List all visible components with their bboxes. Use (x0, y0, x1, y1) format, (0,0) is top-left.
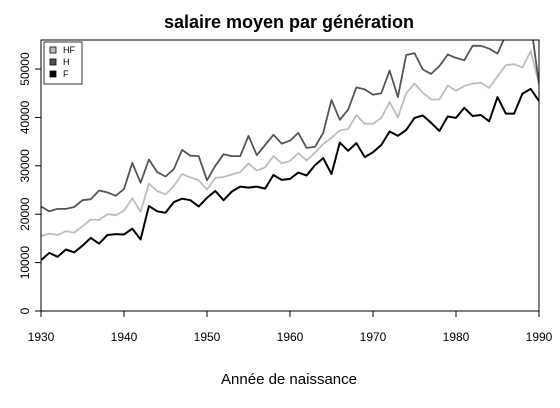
y-tick-label: 40000 (18, 100, 32, 134)
chart-title: salaire moyen par génération (164, 12, 414, 32)
series-line-h (41, 40, 539, 213)
y-tick-label: 30000 (18, 149, 32, 183)
x-tick-label: 1980 (443, 330, 470, 344)
x-tick-label: 1930 (28, 330, 55, 344)
legend-label-hf: HF (63, 45, 75, 55)
series-line-f (41, 87, 539, 261)
y-tick-label: 10000 (18, 246, 32, 280)
y-axis: 0 10000 20000 30000 40000 50000 (18, 52, 41, 314)
legend-swatch-hf (49, 46, 57, 54)
legend-label-h: H (63, 57, 70, 67)
y-tick-label: 50000 (18, 52, 32, 86)
x-tick-label: 1990 (526, 330, 553, 344)
series-layer (41, 40, 539, 261)
plot-frame (40, 39, 540, 312)
x-tick-label: 1940 (111, 330, 138, 344)
x-tick-label: 1960 (277, 330, 304, 344)
y-tick-label: 20000 (18, 197, 32, 231)
legend-label-f: F (63, 69, 69, 79)
legend-swatch-f (49, 70, 57, 78)
legend: HF HF (43, 41, 83, 85)
x-tick-label: 1950 (194, 330, 221, 344)
legend-swatch-h (49, 58, 57, 66)
x-axis-label: Année de naissance (221, 371, 357, 388)
series-line-hf (41, 50, 539, 237)
x-axis: 1930 1940 1950 1960 1970 1980 1990 (28, 311, 553, 344)
x-tick-label: 1970 (360, 330, 387, 344)
y-tick-label: 0 (18, 307, 32, 314)
